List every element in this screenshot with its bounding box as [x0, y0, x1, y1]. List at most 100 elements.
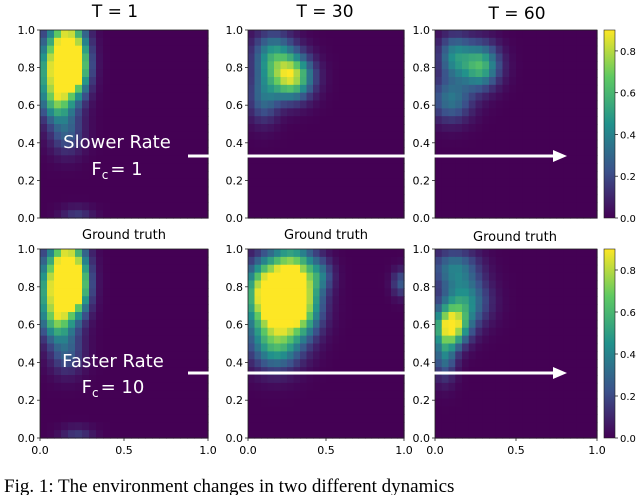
heatmap-cell: [563, 45, 571, 55]
heatmap-cell: [124, 30, 132, 39]
heatmap-cell: [47, 327, 55, 337]
heatmap-cell: [159, 375, 167, 384]
heatmap-cell: [332, 335, 340, 345]
heatmap-cell: [583, 77, 591, 86]
heatmap-cell: [378, 61, 386, 70]
heatmap-cell: [47, 319, 55, 329]
heatmap-cell: [248, 194, 256, 203]
heatmap-cell: [455, 430, 463, 439]
heatmap-cell: [131, 398, 139, 408]
heatmap-cell: [563, 92, 571, 102]
heatmap-cell: [267, 163, 275, 172]
heatmap-cell: [201, 69, 209, 78]
heatmap-cell: [54, 304, 62, 313]
heatmap-cell: [583, 84, 591, 94]
heatmap-cell: [509, 202, 517, 211]
heatmap-cell: [117, 124, 125, 133]
heatmap-cell: [68, 53, 76, 62]
heatmap-cell: [313, 375, 321, 384]
y-tick-label: 0.8: [18, 281, 36, 294]
heatmap-cell: [529, 288, 537, 297]
heatmap-cell: [339, 37, 347, 47]
heatmap-cell: [352, 351, 360, 360]
heatmap-cell: [397, 37, 405, 47]
heatmap-cell: [187, 155, 195, 164]
heatmap-cell: [590, 202, 598, 211]
heatmap-cell: [75, 390, 83, 400]
heatmap-cell: [280, 147, 288, 156]
heatmap-cell: [75, 92, 83, 102]
heatmap-cell: [145, 53, 153, 62]
heatmap-cell: [543, 53, 551, 62]
heatmap-cell: [529, 45, 537, 55]
rate-label-slow: Slower Rate: [63, 132, 171, 153]
heatmap-cell: [365, 280, 373, 289]
heatmap-cell: [300, 319, 308, 329]
heatmap-cell: [570, 288, 578, 297]
heatmap-cell: [96, 375, 104, 384]
heatmap-cell: [397, 84, 405, 94]
heatmap-cell: [187, 327, 195, 337]
heatmap-cell: [180, 139, 188, 149]
heatmap-cell: [287, 84, 295, 94]
heatmap-cell: [89, 414, 97, 423]
heatmap-cell: [576, 45, 585, 55]
heatmap-cell: [293, 116, 301, 125]
heatmap-cell: [378, 30, 386, 39]
heatmap-cell: [495, 351, 504, 360]
heatmap-cell: [187, 163, 195, 172]
heatmap-cell: [576, 77, 585, 86]
heatmap-cell: [326, 280, 334, 289]
heatmap-cell: [352, 45, 360, 55]
heatmap-cell: [254, 124, 262, 133]
heatmap-cell: [187, 77, 195, 86]
heatmap-cell: [47, 414, 55, 423]
heatmap-cell: [543, 163, 551, 172]
heatmap-cell: [365, 414, 373, 423]
heatmap-cell: [166, 171, 174, 180]
heatmap-cell: [319, 116, 327, 125]
heatmap-cell: [482, 430, 490, 439]
heatmap-cell: [319, 124, 327, 133]
heatmap-cell: [502, 53, 510, 62]
x-tick-label: 0.0: [31, 444, 49, 457]
heatmap-cell: [583, 256, 591, 266]
heatmap-cell: [75, 178, 83, 188]
heatmap-cell: [293, 382, 301, 392]
heatmap-cell: [194, 359, 202, 368]
heatmap-cell: [495, 390, 504, 400]
heatmap-cell: [543, 312, 551, 321]
heatmap-cell: [103, 375, 111, 384]
heatmap-cell: [124, 249, 132, 258]
heatmap-cell: [103, 147, 111, 156]
heatmap-cell: [549, 256, 558, 266]
heatmap-cell: [371, 30, 379, 39]
heatmap-cell: [435, 155, 443, 164]
heatmap-cell: [280, 53, 288, 62]
heatmap-cell: [339, 61, 347, 70]
heatmap-cell: [166, 178, 174, 188]
heatmap-cell: [313, 116, 321, 125]
heatmap-cell: [254, 430, 262, 439]
heatmap-cell: [138, 312, 146, 321]
heatmap-cell: [378, 108, 386, 117]
heatmap-cell: [391, 131, 399, 141]
heatmap-cell: [339, 163, 347, 172]
heatmap-cell: [68, 319, 76, 329]
heatmap-cell: [131, 178, 139, 188]
heatmap-cell: [358, 359, 366, 368]
heatmap-cell: [293, 335, 301, 345]
heatmap-cell: [536, 390, 544, 400]
heatmap-cell: [173, 296, 181, 305]
heatmap-cell: [556, 163, 564, 172]
heatmap-cell: [358, 335, 366, 345]
heatmap-cell: [475, 186, 483, 196]
heatmap-cell: [441, 155, 450, 164]
heatmap-cell: [365, 100, 373, 109]
heatmap-cell: [509, 398, 517, 408]
heatmap-cell: [435, 139, 443, 149]
heatmap-cell: [391, 155, 399, 164]
heatmap-cell: [516, 304, 524, 313]
heatmap-cell: [462, 69, 470, 78]
heatmap-cell: [482, 264, 490, 274]
